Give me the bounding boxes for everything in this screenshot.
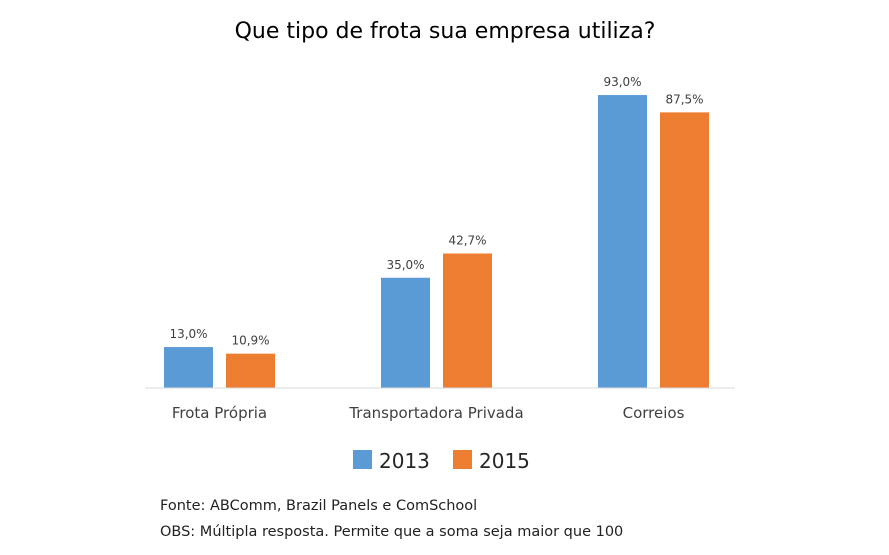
- legend-swatch-2013: [353, 450, 372, 469]
- bar-2013-2: [598, 95, 647, 389]
- data-label: 35,0%: [386, 258, 424, 272]
- bar-2013-0: [164, 347, 213, 388]
- data-label: 87,5%: [665, 92, 703, 106]
- legend-label: 2013: [379, 449, 430, 473]
- category-label: Correios: [623, 404, 685, 422]
- data-label: 93,0%: [603, 75, 641, 89]
- obs-note: OBS: Múltipla resposta. Permite que a so…: [160, 524, 624, 540]
- data-label: 42,7%: [448, 233, 486, 247]
- legend-label: 2015: [479, 449, 530, 473]
- legend: 2013 2015: [353, 449, 530, 473]
- data-label: 13,0%: [169, 327, 207, 341]
- bar-2015-0: [226, 353, 275, 388]
- data-label: 10,9%: [231, 334, 269, 348]
- source-note: Fonte: ABComm, Brazil Panels e ComSchool: [160, 498, 478, 514]
- bar-2015-2: [660, 112, 709, 388]
- bar-2013-1: [381, 277, 430, 388]
- category-label: Frota Própria: [172, 404, 267, 422]
- chart-title: Que tipo de frota sua empresa utiliza?: [235, 19, 656, 44]
- bar-chart: Que tipo de frota sua empresa utiliza? 1…: [145, 19, 735, 473]
- legend-swatch-2015: [453, 450, 472, 469]
- category-label: Transportadora Privada: [348, 404, 523, 422]
- bar-2015-1: [443, 253, 492, 388]
